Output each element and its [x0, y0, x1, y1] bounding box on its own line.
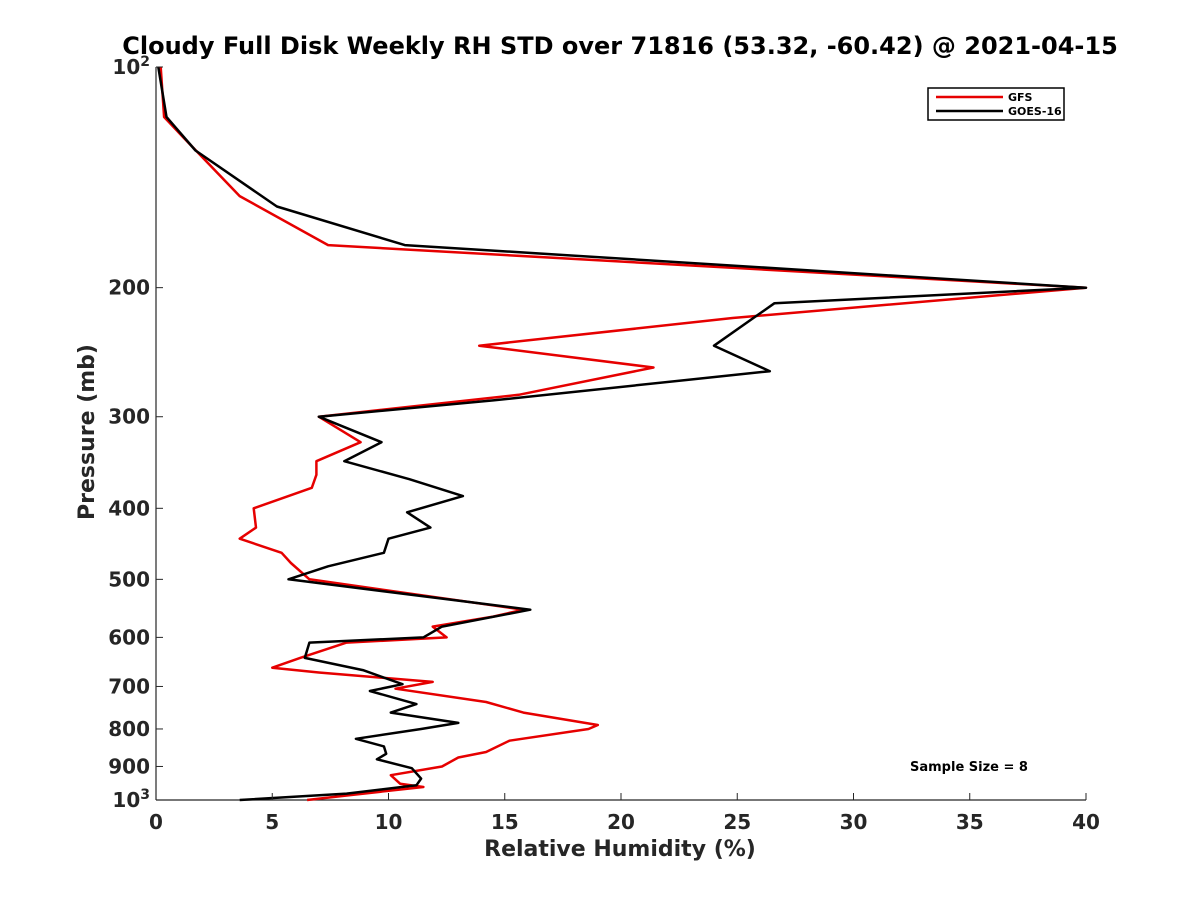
legend-label-gfs: GFS: [1008, 91, 1033, 104]
y-axis-ticks: 102 200 300 400 500 600 700 800 900 103: [108, 54, 163, 812]
x-tick-label: 10: [375, 810, 403, 834]
y-tick-label: 200: [108, 276, 150, 300]
x-tick-label: 30: [840, 810, 868, 834]
chart-title: Cloudy Full Disk Weekly RH STD over 7181…: [122, 32, 1118, 60]
series-line-goes16: [157, 66, 1088, 802]
legend-box: [927, 87, 1065, 121]
y-tick-label: 800: [108, 717, 150, 741]
y-axis-label: Pressure (mb): [75, 344, 100, 520]
x-tick-label: 40: [1072, 810, 1100, 834]
y-tick-label: 102: [112, 54, 150, 79]
x-tick-label: 0: [149, 810, 163, 834]
legend-label-goes16: GOES-16: [1008, 105, 1062, 118]
x-axis-label: Relative Humidity (%): [484, 837, 756, 862]
x-tick-label: 15: [491, 810, 519, 834]
x-tick-label: 5: [265, 810, 279, 834]
x-tick-label: 25: [723, 810, 751, 834]
y-tick-label: 900: [108, 754, 150, 778]
y-tick-label: 300: [108, 405, 150, 429]
x-axis-ticks: 0 5 10 15 20 25 30 35 40: [149, 793, 1100, 834]
x-tick-label: 20: [607, 810, 635, 834]
legend: GFS GOES-16: [927, 87, 1065, 121]
x-tick-label: 35: [956, 810, 984, 834]
sample-size-annotation: Sample Size = 8: [910, 760, 1028, 775]
y-tick-label: 400: [108, 496, 150, 520]
y-tick-label: 700: [108, 674, 150, 698]
y-tick-label: 600: [108, 625, 150, 649]
y-tick-label: 103: [112, 787, 150, 812]
y-tick-label: 500: [108, 567, 150, 591]
